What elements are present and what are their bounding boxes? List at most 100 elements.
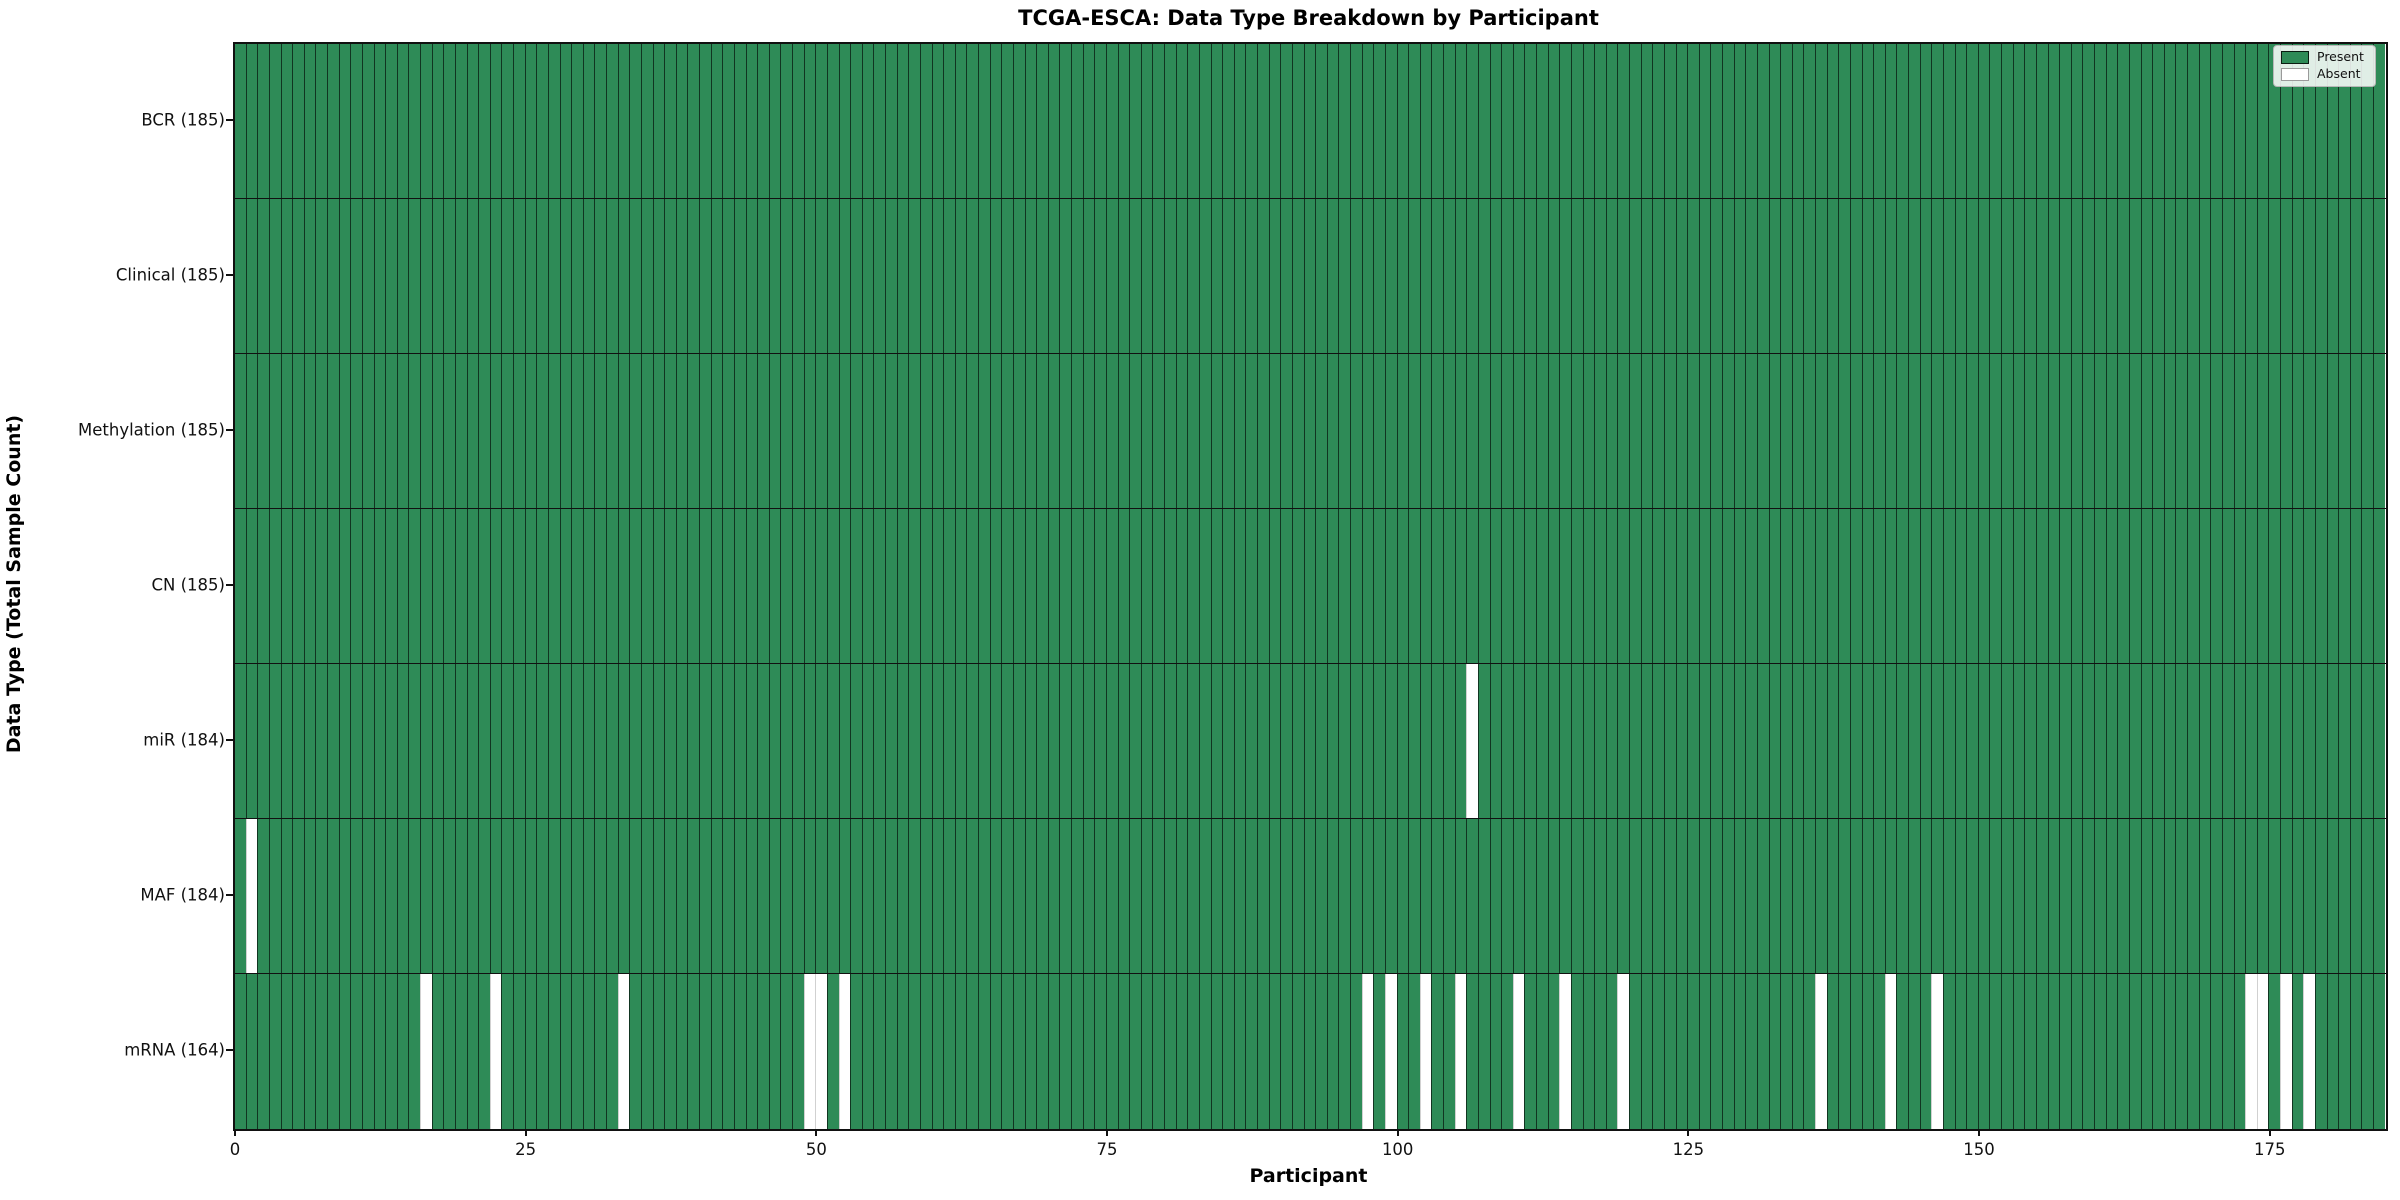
present-cell [815,509,827,663]
present-cell [1908,44,1920,198]
absent-cell [1384,974,1397,1129]
present-cell [268,44,281,198]
present-cell [606,199,618,353]
present-cell [1303,819,1316,973]
present-cell [350,974,362,1129]
present-cell [443,44,455,198]
present-cell [850,509,862,663]
present-cell [2303,509,2315,663]
present-cell [1873,354,1885,508]
present-cell [1396,199,1409,353]
present-cell [1815,664,1827,818]
present-cell [315,509,327,663]
present-cell [257,509,269,663]
present-cell [1001,354,1013,508]
present-cell [896,44,909,198]
present-cell [1303,974,1316,1129]
present-cell [1094,664,1106,818]
present-cell [2140,819,2153,973]
present-cell [1966,974,1978,1129]
present-cell [815,44,827,198]
present-cell [826,819,839,973]
present-cell [2094,819,2106,973]
present-cell [1663,819,1676,973]
present-cell [1071,974,1083,1129]
present-cell [2303,44,2315,198]
present-cell [2256,509,2269,663]
present-cell [2035,664,2048,818]
present-cell [1059,819,1071,973]
present-cell [454,664,467,818]
present-cell [954,819,967,973]
present-cell [1477,664,1490,818]
present-cell [664,44,676,198]
present-cell [2047,44,2060,198]
present-cell [2314,974,2327,1129]
present-cell [536,509,548,663]
present-cell [524,354,537,508]
present-cell [2175,44,2187,198]
x-tick-mark [1978,1129,1981,1136]
present-cell [943,44,955,198]
present-cell [2187,509,2199,663]
present-cell [1896,199,1908,353]
present-cell [1512,199,1525,353]
x-tick-mark [1106,1129,1109,1136]
present-cell [2035,44,2048,198]
present-cell [1919,819,1932,973]
present-cell [2210,199,2222,353]
legend: Present Absent [2273,45,2376,87]
present-cell [478,199,490,353]
absent-cell [420,974,432,1129]
present-cell [966,44,978,198]
present-cell [2175,509,2187,663]
present-cell [1908,354,1920,508]
present-cell [478,509,490,663]
present-cell [873,974,885,1129]
present-cell [1594,509,1606,663]
present-cell [1908,509,1920,663]
present-cell [2012,199,2025,353]
present-cell [547,509,560,663]
present-cell [361,354,374,508]
x-tick-label-75: 75 [1096,1140,1118,1159]
present-cell [745,199,758,353]
present-cell [536,199,548,353]
present-cell [896,509,909,663]
present-cell [338,199,351,353]
present-cell [2024,509,2036,663]
present-cell [2314,509,2327,663]
present-cell [1722,354,1734,508]
present-cell [780,509,792,663]
present-cell [1001,819,1013,973]
present-cell [1873,974,1885,1129]
present-cell [2163,509,2176,663]
present-cell [1710,199,1722,353]
present-cell [675,664,688,818]
legend-item-absent: Absent [2281,68,2368,81]
present-cell [396,819,409,973]
present-cell [792,664,804,818]
present-cell [2128,509,2141,663]
present-cell [1512,664,1525,818]
present-cell [873,509,885,663]
present-cell [1570,44,1583,198]
present-cell [780,199,792,353]
present-cell [1024,819,1037,973]
present-cell [1547,664,1560,818]
present-cell [1152,509,1164,663]
present-cell [1036,509,1048,663]
present-cell [1222,819,1234,973]
present-cell [943,664,955,818]
present-cell [1315,199,1327,353]
y-tick-label-miR: miR (184) [143,730,225,749]
present-cell [1663,509,1676,663]
present-cell [1896,509,1908,663]
present-cell [919,199,932,353]
present-cell [954,199,967,353]
present-cell [489,509,502,663]
present-cell [1257,354,1269,508]
present-cell [2233,509,2246,663]
present-cell [2012,354,2025,508]
present-cell [1315,354,1327,508]
